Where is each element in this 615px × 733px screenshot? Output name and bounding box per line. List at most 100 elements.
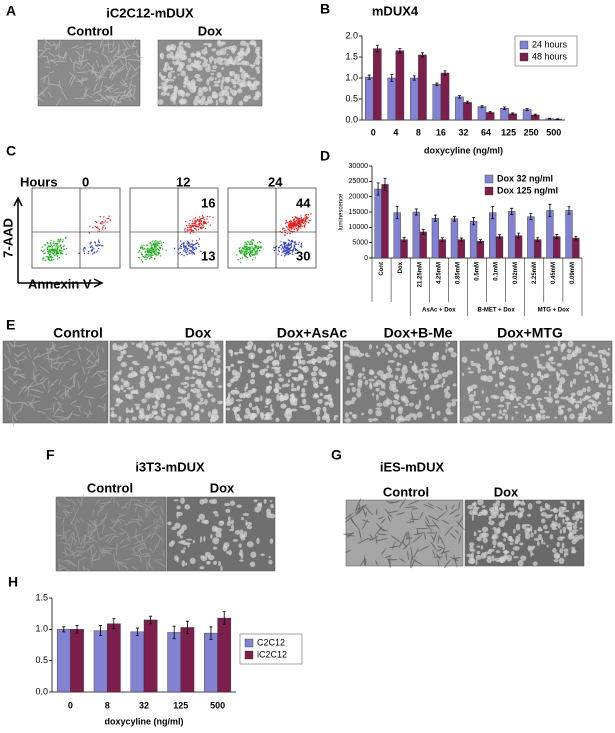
panel-label: A (6, 3, 16, 19)
cell (579, 527, 583, 530)
cell (147, 413, 154, 419)
event (165, 249, 167, 251)
event (87, 252, 90, 254)
event (204, 222, 206, 225)
cell (536, 358, 540, 365)
cell (602, 384, 607, 388)
cell (113, 520, 120, 523)
event (140, 259, 143, 261)
event (183, 229, 186, 231)
cell (229, 378, 235, 384)
cell (127, 90, 137, 102)
cell (112, 385, 118, 390)
cell (72, 413, 81, 417)
bar (374, 188, 382, 259)
event (292, 253, 294, 255)
cell (506, 403, 509, 410)
cell (294, 370, 297, 373)
cell (76, 550, 81, 558)
event (256, 253, 259, 255)
cell (8, 341, 16, 349)
cell (199, 348, 206, 353)
event (238, 251, 241, 253)
cell (486, 375, 493, 383)
cell (344, 400, 352, 406)
cell (520, 362, 528, 368)
event (150, 249, 153, 251)
cell (215, 377, 219, 383)
event (256, 251, 259, 253)
cell (414, 404, 420, 410)
event (288, 221, 291, 223)
cell (92, 50, 100, 54)
event (284, 234, 286, 236)
cell (416, 527, 419, 536)
cell (104, 95, 111, 100)
cell (298, 365, 302, 369)
cell (387, 399, 393, 405)
cell (601, 357, 607, 365)
cell (6, 375, 17, 385)
cell (91, 63, 94, 76)
event (84, 248, 86, 250)
cell (207, 63, 211, 69)
cell (241, 516, 244, 521)
cell (376, 351, 382, 355)
event (155, 242, 157, 244)
cell (140, 415, 143, 420)
cell (271, 343, 275, 347)
cell (183, 341, 190, 346)
cell (468, 542, 475, 547)
cell (303, 404, 311, 410)
cell (230, 363, 235, 368)
cell (327, 394, 332, 399)
cell (157, 99, 164, 105)
cell (239, 559, 244, 562)
cell (556, 363, 563, 367)
cell (225, 508, 231, 513)
y-tick-label: 0.0 (35, 686, 48, 696)
event (286, 245, 289, 247)
cell (365, 511, 367, 518)
event (180, 243, 183, 246)
cell (269, 538, 274, 544)
cell (227, 516, 231, 523)
event (193, 248, 196, 251)
error-bar (375, 44, 379, 53)
cell (468, 394, 475, 398)
event (108, 215, 110, 217)
cell (509, 542, 514, 546)
cell (430, 384, 436, 390)
event (154, 252, 156, 255)
cell (492, 545, 496, 549)
bar (106, 623, 121, 693)
event (61, 241, 64, 243)
cell (386, 558, 398, 561)
cell (97, 76, 107, 78)
cell (79, 516, 84, 523)
cell (305, 344, 313, 350)
cell (323, 386, 328, 390)
event (159, 247, 162, 250)
event (185, 224, 188, 227)
cell (598, 384, 602, 388)
event (290, 241, 292, 243)
bar (500, 108, 509, 121)
event (188, 224, 190, 227)
event (94, 242, 97, 244)
cell (131, 566, 138, 570)
event (63, 244, 65, 247)
cell (367, 509, 373, 516)
cell (181, 560, 186, 567)
cell (134, 504, 137, 514)
event (141, 247, 144, 249)
cell (20, 401, 23, 413)
cell (184, 75, 189, 81)
cell (368, 371, 375, 375)
cell (187, 58, 192, 63)
cell (496, 541, 504, 548)
cell (117, 355, 122, 362)
cell (203, 42, 209, 46)
cell (234, 90, 237, 96)
